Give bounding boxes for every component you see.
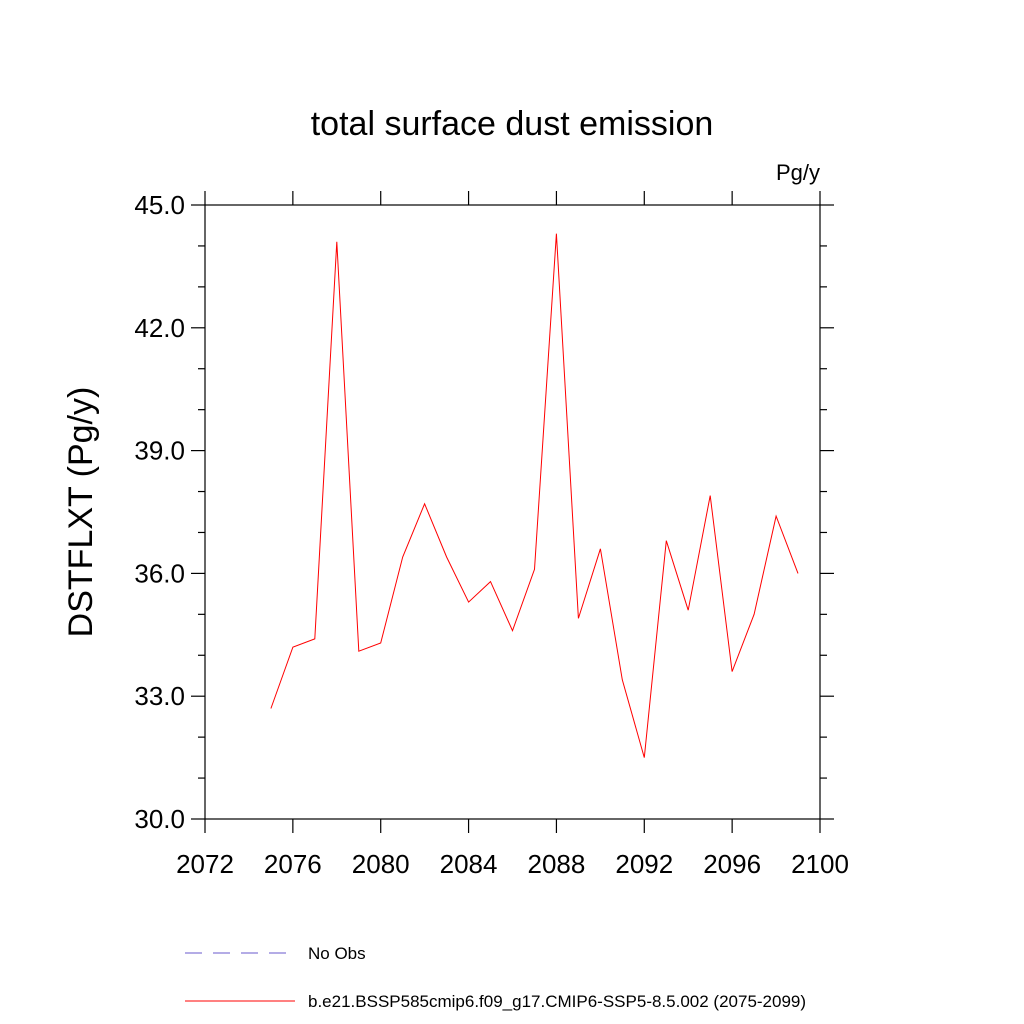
x-tick-label: 2072 — [176, 849, 234, 879]
plot-frame — [204, 204, 821, 820]
units-label: Pg/y — [776, 160, 820, 185]
axes — [191, 191, 834, 833]
legend: No Obs b.e21.BSSP585cmip6.f09_g17.CMIP6-S… — [185, 944, 806, 1011]
x-tick-label: 2076 — [264, 849, 322, 879]
x-tick-labels: 2072 2076 2080 2084 2088 2092 2096 2100 — [176, 849, 849, 879]
chart-title: total surface dust emission — [311, 105, 714, 143]
x-tick-label: 2100 — [791, 849, 849, 879]
y-tick-label: 45.0 — [134, 190, 185, 220]
y-tick-label: 39.0 — [134, 436, 185, 466]
y-tick-labels: 30.0 33.0 36.0 39.0 42.0 45.0 — [134, 190, 185, 834]
y-axis-label: DSTFLXT (Pg/y) — [62, 387, 100, 638]
x-tick-label: 2080 — [352, 849, 410, 879]
legend-label: No Obs — [308, 944, 366, 963]
series-layer — [270, 233, 799, 758]
y-tick-label: 42.0 — [134, 313, 185, 343]
legend-label: b.e21.BSSP585cmip6.f09_g17.CMIP6-SSP5-8.… — [308, 992, 806, 1011]
x-tick-label: 2092 — [615, 849, 673, 879]
series-line — [270, 233, 799, 758]
x-tick-label: 2096 — [703, 849, 761, 879]
y-tick-label: 30.0 — [134, 804, 185, 834]
y-tick-label: 36.0 — [134, 558, 185, 588]
x-tick-label: 2088 — [528, 849, 586, 879]
x-tick-label: 2084 — [440, 849, 498, 879]
y-tick-label: 33.0 — [134, 681, 185, 711]
